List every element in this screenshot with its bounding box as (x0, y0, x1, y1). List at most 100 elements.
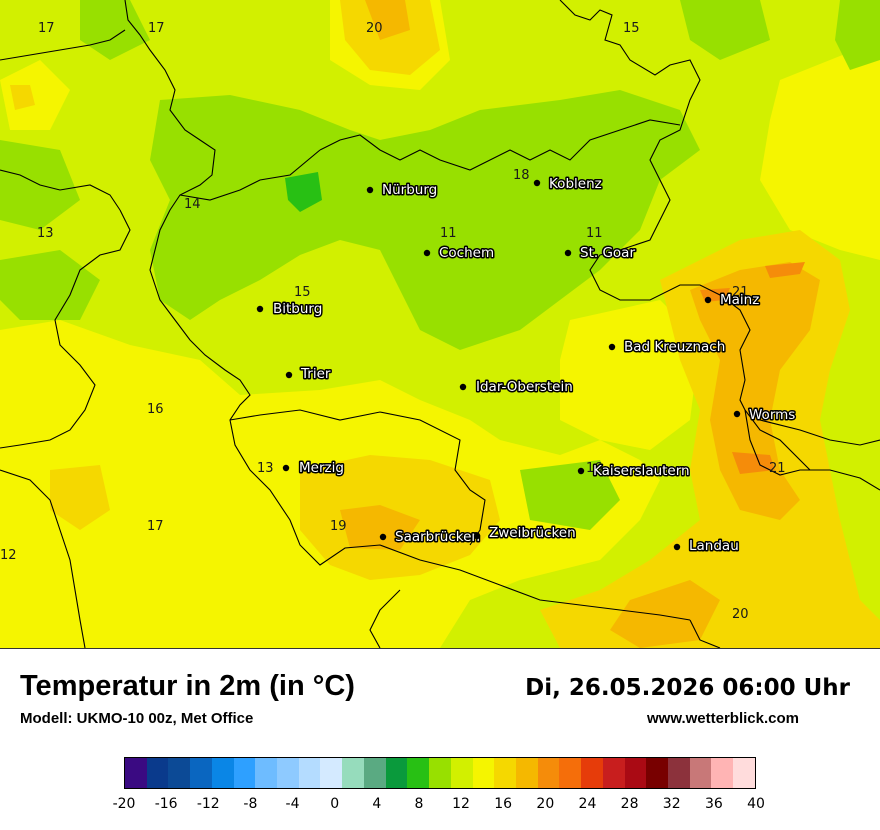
temp-field-12-14 (0, 0, 880, 530)
map-title: Temperatur in 2m (in °C) (20, 670, 355, 702)
legend-tick-label: -16 (154, 796, 178, 812)
city-label: Bad Kreuznach (624, 339, 725, 355)
website-link[interactable]: www.wetterblick.com (647, 710, 799, 727)
legend-swatch (146, 758, 169, 788)
city-label: Merzig (299, 460, 344, 476)
city-st-goar[interactable]: St. Goar (564, 244, 637, 263)
legend-swatch (168, 758, 191, 788)
legend-swatch (255, 758, 278, 788)
legend-swatch (689, 758, 712, 788)
city-dot (379, 533, 387, 541)
legend-swatch (515, 758, 538, 788)
legend-tick-label: -20 (112, 796, 136, 812)
legend-swatch (298, 758, 321, 788)
legend-tick-label: 0 (330, 796, 340, 812)
temp-label: 11 (586, 226, 603, 241)
city-dot (366, 186, 374, 194)
temperature-map: 17 17 20 15 18 14 13 11 11 21 15 16 13 1… (0, 0, 880, 649)
temp-field-20-22 (340, 0, 820, 648)
city-label: Mainz (720, 292, 759, 308)
legend-tick-label: 20 (536, 796, 555, 812)
legend-tick-label: 12 (452, 796, 470, 812)
city-markers: Nürburg Koblenz Cochem St. Goar Mainz Bi… (256, 175, 797, 556)
legend-swatch (711, 758, 734, 788)
legend-swatch (342, 758, 364, 788)
city-dot (473, 532, 481, 540)
legend-swatch (320, 758, 343, 788)
legend-swatch (667, 758, 690, 788)
city-worms[interactable]: Worms (733, 406, 797, 425)
temp-label: 21 (732, 285, 749, 300)
temp-field-10-12 (285, 172, 322, 212)
city-bitburg[interactable]: Bitburg (256, 300, 324, 319)
city-dot (256, 305, 264, 313)
forecast-datetime: Di, 26.05.2026 06:00 Uhr (525, 675, 850, 701)
city-label: Kaiserslautern (593, 463, 690, 479)
temp-label: 13 (37, 226, 54, 241)
city-zweibruecken[interactable]: Zweibrücken (473, 524, 577, 543)
legend-tick-label: 40 (747, 796, 765, 812)
legend-swatch (450, 758, 473, 788)
legend-swatch (429, 758, 451, 788)
legend-swatch (581, 758, 603, 788)
temp-label: 15 (623, 21, 640, 36)
legend-swatch (646, 758, 668, 788)
legend-swatch (211, 758, 234, 788)
legend-swatch (733, 758, 755, 788)
city-merzig[interactable]: Merzig (282, 459, 345, 478)
temp-label: 16 (586, 461, 603, 476)
temp-label: 15 (294, 285, 311, 300)
city-landau[interactable]: Landau (673, 537, 740, 556)
temp-label: 17 (147, 519, 164, 534)
city-bad-kreuznach[interactable]: Bad Kreuznach (608, 338, 727, 357)
temperature-labels: 17 17 20 15 18 14 13 11 11 21 15 16 13 1… (0, 21, 786, 622)
city-dot (533, 179, 541, 187)
temp-label: 20 (366, 21, 383, 36)
temp-label: 17 (38, 21, 55, 36)
legend-swatch (233, 758, 256, 788)
city-koblenz[interactable]: Koblenz (533, 175, 603, 194)
color-legend (124, 757, 756, 789)
city-label: Worms (749, 407, 795, 423)
temp-label: 11 (440, 226, 457, 241)
temp-label: 14 (184, 197, 201, 212)
legend-swatch (363, 758, 386, 788)
city-dot (459, 383, 467, 391)
city-dot (564, 249, 572, 257)
city-dot (673, 543, 681, 551)
legend-tick-label: 4 (372, 796, 382, 812)
city-cochem[interactable]: Cochem (423, 244, 496, 263)
city-dot (282, 464, 290, 472)
legend-swatch (190, 758, 212, 788)
city-dot (608, 343, 616, 351)
legend-swatch (407, 758, 430, 788)
city-label: Cochem (439, 245, 494, 261)
legend-tick-label: -8 (243, 796, 258, 812)
temp-label: 18 (513, 168, 530, 183)
temp-field-22-24 (700, 262, 805, 474)
legend-swatch (624, 758, 647, 788)
legend-swatch (385, 758, 408, 788)
map-canvas: 17 17 20 15 18 14 13 11 11 21 15 16 13 1… (0, 0, 880, 648)
city-saarbruecken[interactable]: Saarbrücken (379, 528, 481, 547)
legend-swatch (494, 758, 516, 788)
city-mainz[interactable]: Mainz (704, 291, 761, 310)
temp-label: 21 (769, 461, 786, 476)
city-label: Trier (300, 366, 331, 382)
city-nuerburg[interactable]: Nürburg (366, 181, 439, 200)
city-label: Bitburg (273, 301, 322, 317)
legend-swatch (277, 758, 299, 788)
city-dot (285, 371, 293, 379)
legend-ticks: -20 -16 -12 -8 -4 0 4 8 12 16 20 24 28 32 36 40 (113, 796, 765, 816)
temp-label: 20 (732, 607, 749, 622)
temp-label: 16 (147, 402, 164, 417)
legend-swatch (559, 758, 582, 788)
legend-swatch (537, 758, 560, 788)
legend-swatch (472, 758, 495, 788)
temp-label: 12 (0, 548, 17, 563)
city-trier[interactable]: Trier (285, 365, 332, 384)
city-idar-oberstein[interactable]: Idar-Oberstein (459, 378, 574, 397)
city-kaiserslautern[interactable]: Kaiserslautern (577, 462, 691, 481)
city-label: St. Goar (580, 245, 635, 261)
city-label: Nürburg (382, 182, 437, 198)
